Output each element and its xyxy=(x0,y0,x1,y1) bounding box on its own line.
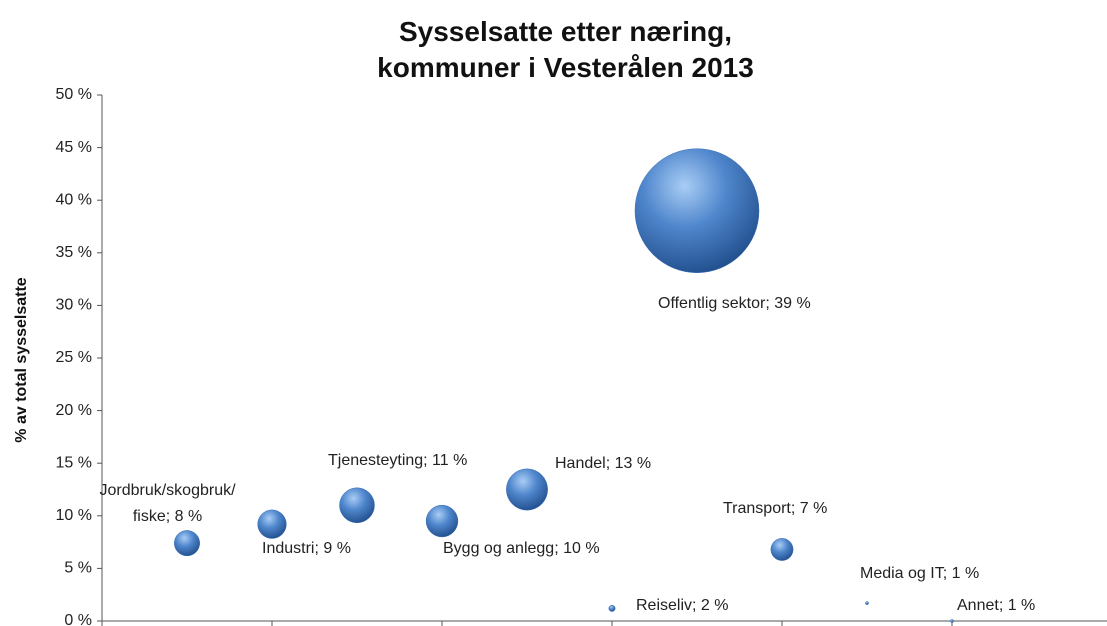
bubble xyxy=(257,509,287,539)
data-label: Offentlig sektor; 39 % xyxy=(658,295,811,312)
data-label: Tjenesteyting; 11 % xyxy=(328,452,468,469)
data-label: Industri; 9 % xyxy=(262,540,351,557)
data-label: Bygg og anlegg; 10 % xyxy=(443,540,600,557)
bubble xyxy=(950,619,954,623)
y-tick-label: 0 % xyxy=(64,612,92,626)
bubble xyxy=(425,504,459,538)
y-tick-label: 35 % xyxy=(56,244,92,261)
chart-title: Sysselsatte etter næring, kommuner i Ves… xyxy=(377,16,754,83)
y-tick-label: 50 % xyxy=(56,86,92,103)
bubble xyxy=(634,148,760,273)
bubble xyxy=(770,538,794,561)
data-label: Handel; 13 % xyxy=(555,455,652,472)
data-label: Transport; 7 % xyxy=(723,500,828,517)
bubble xyxy=(608,604,616,612)
bubble xyxy=(339,487,375,524)
y-tick-label: 20 % xyxy=(56,402,92,419)
y-tick-label: 45 % xyxy=(56,139,92,156)
bubble xyxy=(506,468,548,511)
y-tick-label: 40 % xyxy=(56,191,92,208)
data-label: Annet; 1 % xyxy=(957,597,1036,614)
bubble xyxy=(174,530,200,557)
y-tick-label: 10 % xyxy=(56,507,92,524)
data-label: Reiseliv; 2 % xyxy=(636,597,729,614)
y-tick-label: 15 % xyxy=(56,454,92,471)
data-label: Jordbruk/skogbruk/ fiske; 8 % xyxy=(99,482,236,525)
data-label: Media og IT; 1 % xyxy=(860,565,980,582)
y-tick-label: 25 % xyxy=(56,349,92,366)
y-tick-label: 5 % xyxy=(64,560,92,577)
bubble xyxy=(865,601,869,605)
y-tick-label: 30 % xyxy=(56,297,92,314)
